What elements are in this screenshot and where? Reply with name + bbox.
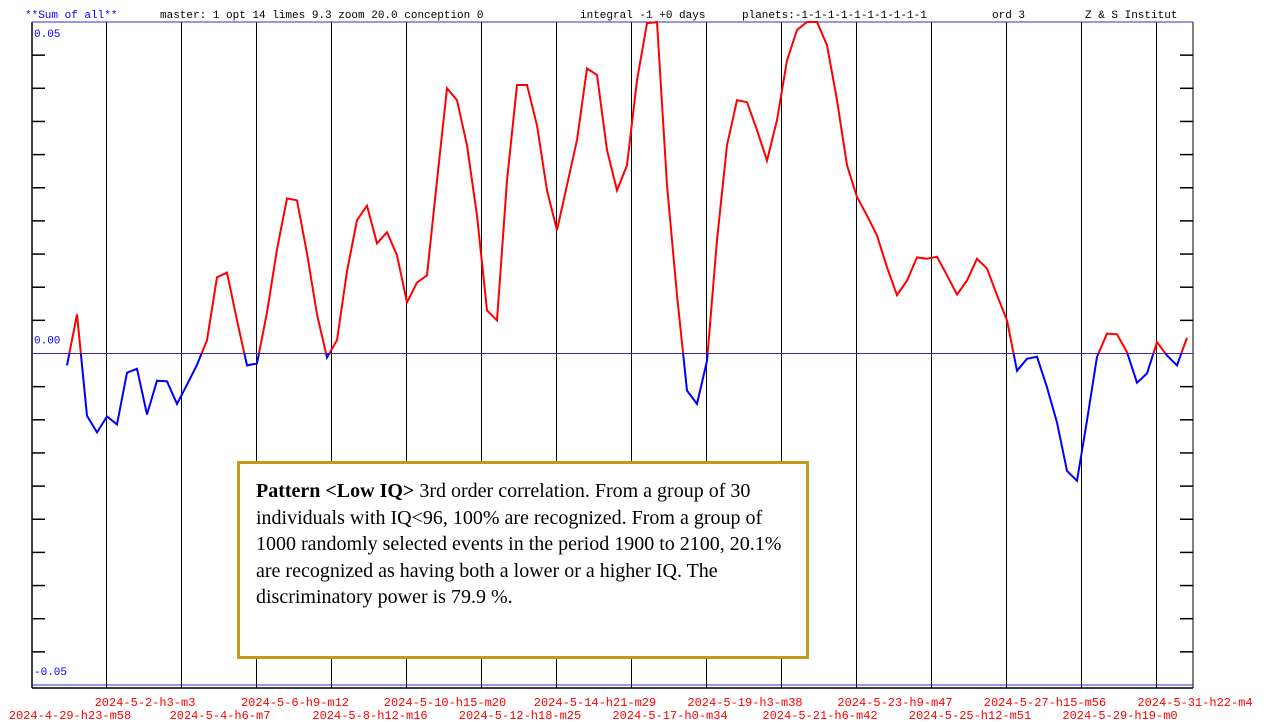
x-tick-label: 2024-5-31-h22-m4 [1137,696,1252,710]
x-tick-label: 2024-5-8-h12-m16 [312,709,427,722]
y-tick-label: -0.05 [34,667,67,679]
header-institute: Z & S Institut [1085,10,1177,22]
header-planets: planets:-1-1-1-1-1-1-1-1-1-1 [742,10,927,22]
header-params: master: 1 opt 14 limes 9.3 zoom 20.0 con… [160,10,483,22]
x-tick-label: 2024-5-10-h15-m20 [384,696,506,710]
x-tick-label: 2024-5-29-h19-m0 [1062,709,1177,722]
x-tick-label: 2024-5-27-h15-m56 [984,696,1106,710]
annotation-box: Pattern <Low IQ> 3rd order correlation. … [237,461,809,659]
x-tick-label: 2024-5-19-h3-m38 [687,696,802,710]
x-tick-label: 2024-5-17-h0-m34 [612,709,727,722]
x-tick-label: 2024-5-12-h18-m25 [459,709,581,722]
x-tick-label: 2024-5-23-h9-m47 [837,696,952,710]
header-order: ord 3 [992,10,1025,22]
x-tick-label: 2024-5-4-h6-m7 [170,709,271,722]
x-tick-label: 2024-5-21-h6-m42 [762,709,877,722]
line-below [66,353,1183,483]
header-title: **Sum of all** [25,10,117,22]
header-integral: integral -1 +0 days [580,10,705,22]
annotation-title: Pattern <Low IQ> [256,480,415,502]
line-above [68,20,1188,354]
x-tick-label: 2024-5-25-h12-m51 [909,709,1031,722]
x-tick-label: 2024-5-2-h3-m3 [95,696,196,710]
y-tick-label: 0.00 [34,335,60,347]
x-tick-label: 2024-5-14-h21-m29 [534,696,656,710]
x-tick-label: 2024-4-29-h23-m58 [9,709,131,722]
y-tick-label: 0.05 [34,29,60,41]
x-tick-label: 2024-5-6-h9-m12 [241,696,349,710]
annotation-text: 3rd order correlation. From a group of 3… [256,480,782,608]
